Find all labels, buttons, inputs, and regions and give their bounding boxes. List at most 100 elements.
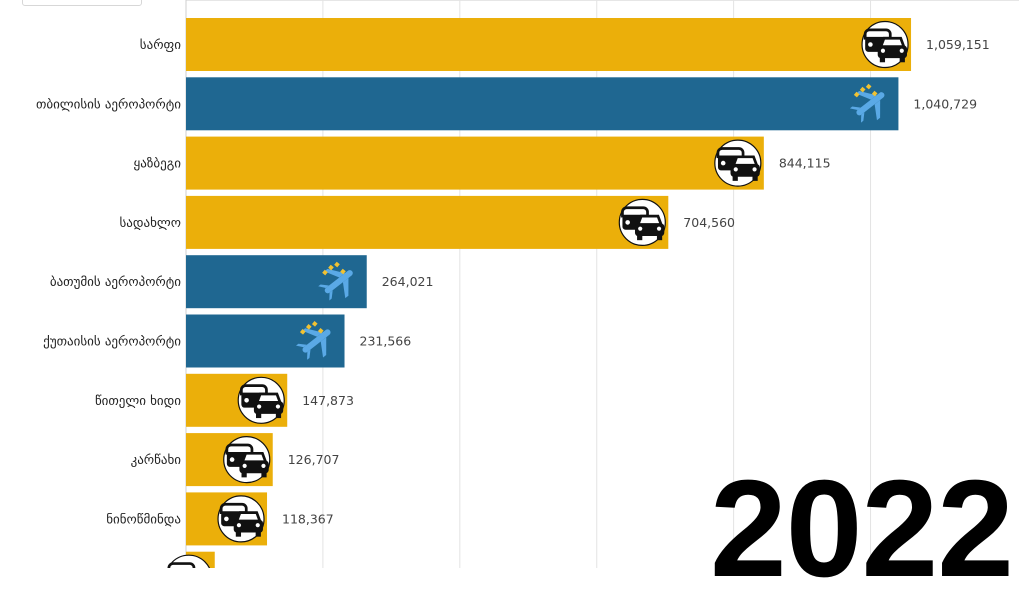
rear-vehicle-light bbox=[625, 220, 630, 225]
front-car-body bbox=[233, 519, 263, 533]
motion-mark bbox=[865, 83, 872, 90]
value-label: 126,707 bbox=[288, 452, 340, 467]
bar-row: ყაზბეგი 844,115 bbox=[134, 136, 831, 190]
bar bbox=[186, 77, 899, 131]
front-car-wheel bbox=[879, 57, 886, 63]
plane-wing bbox=[856, 91, 877, 100]
car-icon bbox=[237, 376, 285, 424]
motion-mark bbox=[340, 268, 346, 275]
plane-tail bbox=[849, 106, 861, 111]
car-icon bbox=[861, 20, 909, 69]
plane-motion-marks bbox=[299, 321, 324, 335]
car-icon bbox=[618, 198, 666, 246]
front-car-light bbox=[242, 463, 247, 468]
car-icon bbox=[217, 495, 265, 543]
front-car-wheel bbox=[752, 175, 758, 181]
bar-row: ნინოწმინდა 118,367 bbox=[106, 492, 334, 546]
plane-fuselage bbox=[302, 329, 331, 353]
category-label: თბილისის აეროპორტი bbox=[36, 97, 181, 112]
front-car-wheel bbox=[275, 412, 282, 419]
motion-mark bbox=[317, 328, 324, 334]
chart-top-border bbox=[186, 0, 1019, 1]
front-car-light bbox=[257, 404, 262, 409]
value-label: 118,367 bbox=[282, 511, 334, 526]
front-car-wheel bbox=[656, 234, 663, 241]
front-car-wheel bbox=[637, 234, 643, 241]
front-car-wheel bbox=[241, 472, 247, 478]
front-car-wheel bbox=[255, 412, 262, 419]
plane-fuselage bbox=[856, 92, 885, 116]
car-icon-glyph bbox=[716, 147, 760, 181]
front-car-light bbox=[656, 226, 662, 231]
front-car-light bbox=[236, 523, 242, 528]
front-car-roof bbox=[636, 214, 664, 226]
bar-row: კარწახი 126,707 bbox=[131, 433, 340, 487]
motion-mark bbox=[305, 324, 312, 330]
category-label: ბათუმის აეროპორტი bbox=[50, 275, 181, 290]
bar-row: ბათუმის აეროპორტი 264,021 bbox=[50, 255, 434, 309]
value-label: 264,021 bbox=[382, 274, 434, 289]
front-car-light bbox=[899, 48, 904, 53]
motion-mark bbox=[871, 90, 878, 97]
plane-fuselage bbox=[324, 270, 353, 294]
front-car-roof bbox=[878, 36, 906, 48]
front-car-light bbox=[733, 167, 738, 172]
car-icon-glyph bbox=[219, 502, 263, 537]
category-label: სარფი bbox=[140, 38, 181, 53]
category-label: კარწახი bbox=[131, 453, 182, 468]
front-car-roof bbox=[240, 451, 268, 464]
value-label: 844,115 bbox=[779, 156, 831, 171]
rear-vehicle-roof bbox=[167, 562, 196, 568]
plane-wing bbox=[320, 337, 327, 358]
car-icon bbox=[167, 554, 211, 568]
bar bbox=[186, 18, 912, 71]
top-control[interactable] bbox=[22, 0, 142, 6]
bar-row bbox=[167, 551, 215, 568]
rear-vehicle-light bbox=[224, 516, 229, 522]
rear-vehicle-light bbox=[720, 160, 726, 166]
motion-mark bbox=[334, 261, 340, 268]
category-label: ნინოწმინდა bbox=[106, 512, 181, 527]
plane-tail bbox=[307, 349, 311, 360]
rear-vehicle-light bbox=[868, 42, 873, 47]
plane-tail bbox=[318, 284, 330, 288]
airplane-icon bbox=[318, 268, 353, 301]
plane-tail bbox=[329, 290, 333, 301]
motion-mark bbox=[311, 321, 318, 327]
front-car-light bbox=[880, 48, 886, 53]
front-car-wheel bbox=[235, 531, 242, 537]
plane-tail bbox=[296, 343, 307, 348]
bar-row: თბილისის აეროპორტი 1,040,729 bbox=[36, 77, 977, 131]
front-car-body bbox=[253, 401, 284, 414]
value-label: 1,040,729 bbox=[913, 96, 977, 111]
bar bbox=[186, 136, 764, 190]
front-car-light bbox=[261, 463, 266, 468]
plane-wing bbox=[874, 100, 881, 121]
year-label: 2022 bbox=[710, 452, 1014, 606]
front-car-roof bbox=[731, 155, 759, 167]
car-icon bbox=[223, 436, 271, 484]
motion-mark bbox=[859, 86, 866, 93]
front-car-body bbox=[239, 460, 269, 474]
plane-wing bbox=[324, 268, 345, 278]
value-label: 231,566 bbox=[360, 334, 412, 349]
plane-tail bbox=[860, 112, 865, 123]
front-car-wheel bbox=[899, 57, 905, 63]
motion-mark bbox=[299, 329, 306, 335]
category-label: სადახლო bbox=[120, 216, 181, 231]
bar-row: ქუთაისის აეროპორტი 231,566 bbox=[43, 314, 412, 368]
front-car-light bbox=[638, 226, 643, 231]
bar-chart: სარფი 1,059,151 თბილისის აეროპორტი 1,040,72… bbox=[36, 0, 990, 568]
car-icon-glyph bbox=[621, 206, 665, 241]
plane-motion-marks bbox=[853, 83, 878, 98]
front-car-wheel bbox=[261, 472, 267, 478]
category-label: ყაზბეგი bbox=[134, 157, 182, 172]
category-label: ქუთაისის აეროპორტი bbox=[43, 335, 181, 350]
plane-wing bbox=[302, 328, 323, 337]
front-car-light bbox=[255, 523, 260, 528]
bar-row: სარფი 1,059,151 bbox=[140, 18, 990, 71]
motion-mark bbox=[328, 264, 334, 271]
airplane-icon bbox=[296, 328, 331, 360]
value-label: 1,059,151 bbox=[926, 37, 990, 52]
front-car-wheel bbox=[732, 175, 738, 181]
